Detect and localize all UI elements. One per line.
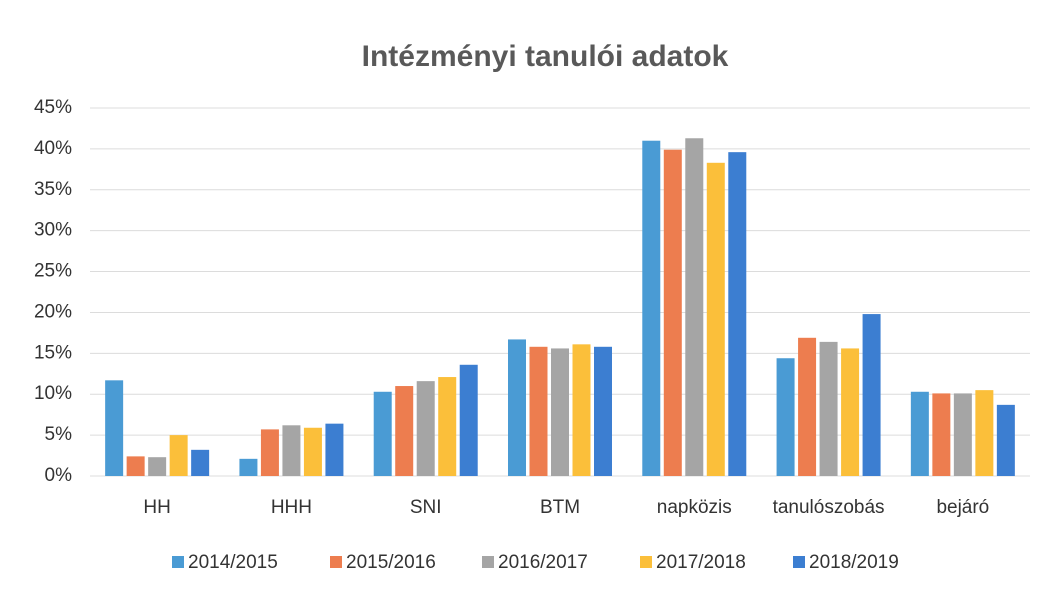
y-tick-label: 35% xyxy=(34,179,72,200)
x-tick-label: HH xyxy=(143,497,170,518)
bar xyxy=(594,346,612,476)
bar xyxy=(459,364,478,476)
bar xyxy=(728,152,747,476)
bar xyxy=(798,337,817,476)
x-tick-label: BTM xyxy=(540,497,580,518)
x-tick-label: tanulószobás xyxy=(773,497,885,518)
bar xyxy=(776,358,795,476)
bar xyxy=(975,390,994,476)
bar xyxy=(282,425,301,476)
y-tick-label: 45% xyxy=(34,97,72,118)
bar xyxy=(551,348,569,476)
bar xyxy=(239,458,258,476)
legend-label: 2015/2016 xyxy=(346,552,436,573)
legend-label: 2016/2017 xyxy=(498,552,588,573)
bar xyxy=(706,162,725,476)
bar xyxy=(642,140,661,476)
bar xyxy=(105,380,124,476)
bar xyxy=(416,381,435,476)
bar xyxy=(685,138,704,476)
y-tick-label: 40% xyxy=(34,138,72,159)
bar xyxy=(663,149,682,476)
y-tick-label: 5% xyxy=(45,424,73,445)
bar xyxy=(191,449,210,476)
bar xyxy=(862,314,881,476)
bar xyxy=(126,456,145,476)
bar xyxy=(260,429,279,476)
bar xyxy=(395,386,414,476)
bar xyxy=(529,346,548,476)
y-tick-label: 25% xyxy=(34,261,72,282)
bar xyxy=(841,348,860,476)
legend-swatch xyxy=(482,556,494,568)
legend-swatch xyxy=(172,556,184,568)
bar xyxy=(303,427,322,476)
bar xyxy=(169,435,188,476)
legend-swatch xyxy=(793,556,805,568)
bar xyxy=(325,423,344,476)
bar xyxy=(438,377,457,476)
bar xyxy=(996,404,1015,476)
bar xyxy=(572,344,591,476)
bar xyxy=(953,393,972,476)
y-tick-label: 10% xyxy=(34,383,72,404)
x-tick-label: HHH xyxy=(271,497,312,518)
legend-swatch xyxy=(640,556,652,568)
legend-swatch xyxy=(330,556,342,568)
bar xyxy=(373,391,392,476)
y-tick-label: 15% xyxy=(34,342,72,363)
y-tick-label: 20% xyxy=(34,301,72,322)
chart-title: Intézményi tanulói adatok xyxy=(362,40,729,73)
bar xyxy=(910,391,929,476)
y-tick-label: 30% xyxy=(34,220,72,241)
bar xyxy=(508,339,526,476)
x-tick-label: napközis xyxy=(657,497,732,518)
bar xyxy=(932,393,951,476)
legend-label: 2014/2015 xyxy=(188,552,278,573)
legend-label: 2018/2019 xyxy=(809,552,899,573)
bar xyxy=(819,341,838,476)
x-tick-label: SNI xyxy=(410,497,442,518)
bar xyxy=(148,457,167,476)
y-tick-label: 0% xyxy=(45,465,73,486)
legend-label: 2017/2018 xyxy=(656,552,746,573)
x-tick-label: bejáró xyxy=(936,497,989,518)
